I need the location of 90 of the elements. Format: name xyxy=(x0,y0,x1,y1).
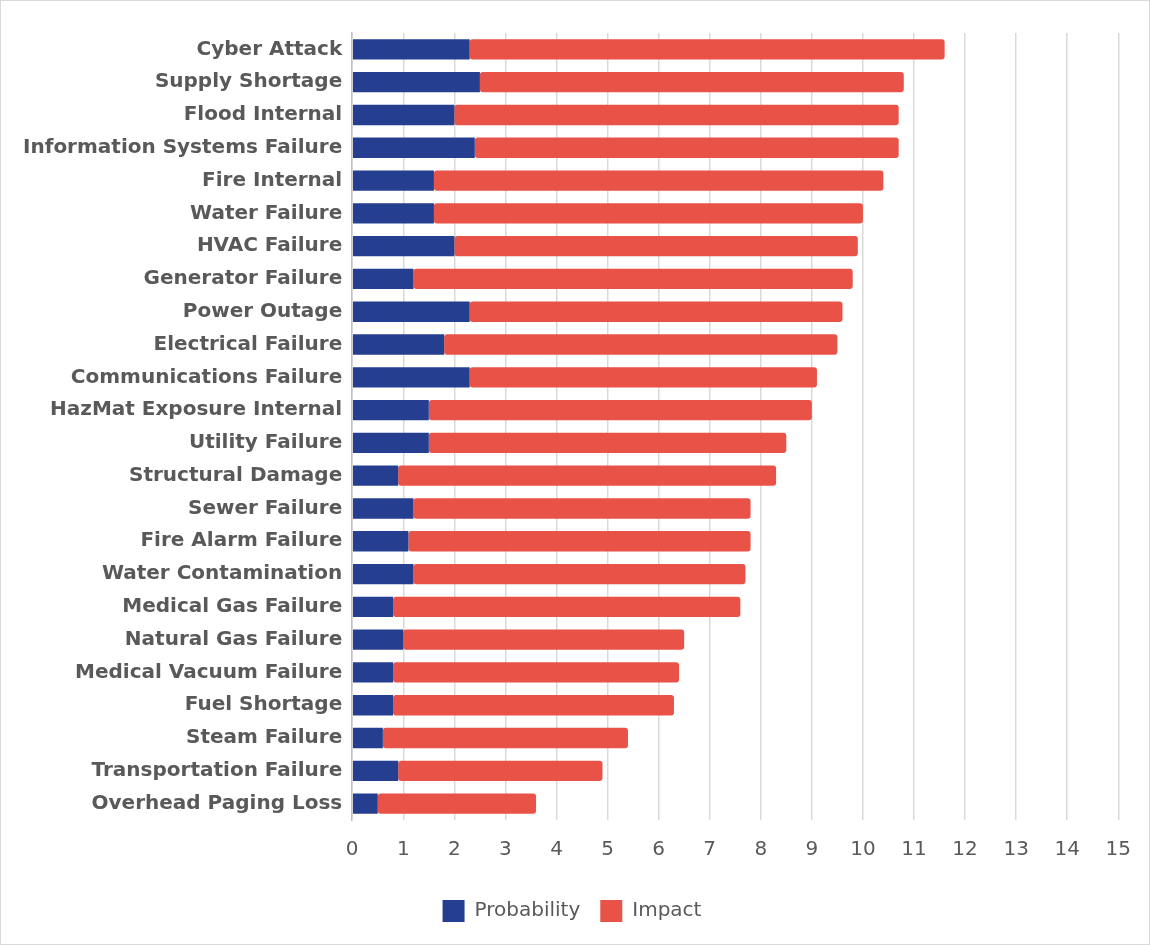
x-tick-label: 7 xyxy=(703,836,717,861)
bar xyxy=(352,235,455,257)
bar xyxy=(444,334,838,355)
bar xyxy=(428,432,787,454)
bar xyxy=(398,760,603,781)
y-tick-label: Power Outage xyxy=(182,297,343,322)
bar xyxy=(393,662,680,683)
y-tick-label: HazMat Exposure Internal xyxy=(50,396,343,421)
bar xyxy=(413,268,853,290)
y-tick-label: Overhead Paging Loss xyxy=(91,789,343,814)
x-tick-label: 0 xyxy=(345,836,359,861)
bar xyxy=(352,367,470,388)
bar xyxy=(428,399,812,421)
y-tick-label: Generator Failure xyxy=(143,265,343,290)
x-tick-label: 15 xyxy=(1105,836,1131,861)
bar xyxy=(398,465,777,486)
bar xyxy=(352,498,414,519)
bar xyxy=(352,465,399,486)
x-tick-label: 8 xyxy=(754,836,768,861)
bar xyxy=(352,334,445,355)
y-tick-label: Flood Internal xyxy=(183,101,343,126)
y-tick-label: Cyber Attack xyxy=(196,35,343,60)
x-tick-label: 11 xyxy=(901,836,927,861)
y-tick-label: Structural Damage xyxy=(129,461,343,486)
bar xyxy=(479,72,904,93)
bar xyxy=(469,367,817,388)
bar xyxy=(408,531,751,552)
y-tick-label: Communications Failure xyxy=(70,363,343,388)
bar xyxy=(393,695,674,716)
bar xyxy=(352,531,409,552)
bar xyxy=(352,104,455,126)
legend-label: Impact xyxy=(632,897,702,922)
y-tick-label: Sewer Failure xyxy=(188,494,343,519)
bar xyxy=(413,498,751,519)
bar xyxy=(469,39,945,60)
bar xyxy=(433,203,863,224)
y-tick-label: Supply Shortage xyxy=(154,68,343,93)
y-tick-label: Steam Failure xyxy=(186,724,343,749)
bar xyxy=(352,399,429,421)
bar xyxy=(352,760,399,781)
y-tick-label: Water Contamination xyxy=(101,560,343,585)
x-tick-label: 13 xyxy=(1003,836,1029,861)
bar xyxy=(352,629,404,650)
x-tick-label: 1 xyxy=(396,836,410,861)
bar xyxy=(352,170,434,191)
bar xyxy=(469,301,843,322)
y-tick-label: Fire Internal xyxy=(202,166,343,191)
bar xyxy=(352,596,394,618)
bar xyxy=(352,432,429,454)
y-tick-label: Fire Alarm Failure xyxy=(140,527,343,552)
y-tick-label: Information Systems Failure xyxy=(23,133,343,158)
bar xyxy=(454,235,858,257)
y-tick-label: Medical Gas Failure xyxy=(122,593,343,618)
bar xyxy=(352,137,475,158)
x-tick-label: 3 xyxy=(499,836,512,861)
y-tick-label: Fuel Shortage xyxy=(184,691,343,716)
x-tick-label: 14 xyxy=(1054,836,1080,861)
x-tick-label: 5 xyxy=(601,836,614,861)
bar xyxy=(393,596,741,618)
y-tick-label: Transportation Failure xyxy=(91,757,343,782)
y-tick-label: Natural Gas Failure xyxy=(124,625,343,650)
y-tick-label: Water Failure xyxy=(190,199,343,224)
bar xyxy=(474,137,899,158)
bar xyxy=(377,793,537,814)
bar xyxy=(382,727,628,749)
y-tick-label: Electrical Failure xyxy=(153,330,343,355)
bar xyxy=(352,695,394,716)
bar xyxy=(454,104,899,126)
x-tick-label: 12 xyxy=(952,836,978,861)
bar xyxy=(352,301,470,322)
bar xyxy=(352,662,394,683)
bar xyxy=(413,563,746,585)
x-tick-label: 4 xyxy=(550,836,563,861)
x-tick-label: 2 xyxy=(447,836,461,861)
bar xyxy=(352,268,414,290)
x-tick-label: 10 xyxy=(850,836,876,861)
bar xyxy=(352,793,378,814)
legend-label: Probability xyxy=(474,897,581,922)
bar xyxy=(352,72,480,93)
bar xyxy=(403,629,685,650)
y-tick-label: Medical Vacuum Failure xyxy=(75,658,343,683)
bar xyxy=(352,727,383,749)
bar xyxy=(352,563,414,585)
bar xyxy=(352,203,434,224)
y-tick-label: HVAC Failure xyxy=(196,232,343,257)
x-tick-label: 9 xyxy=(805,836,819,861)
x-tick-label: 6 xyxy=(652,836,666,861)
bar xyxy=(352,39,470,60)
y-tick-label: Utility Failure xyxy=(188,429,343,454)
bar xyxy=(433,170,884,191)
